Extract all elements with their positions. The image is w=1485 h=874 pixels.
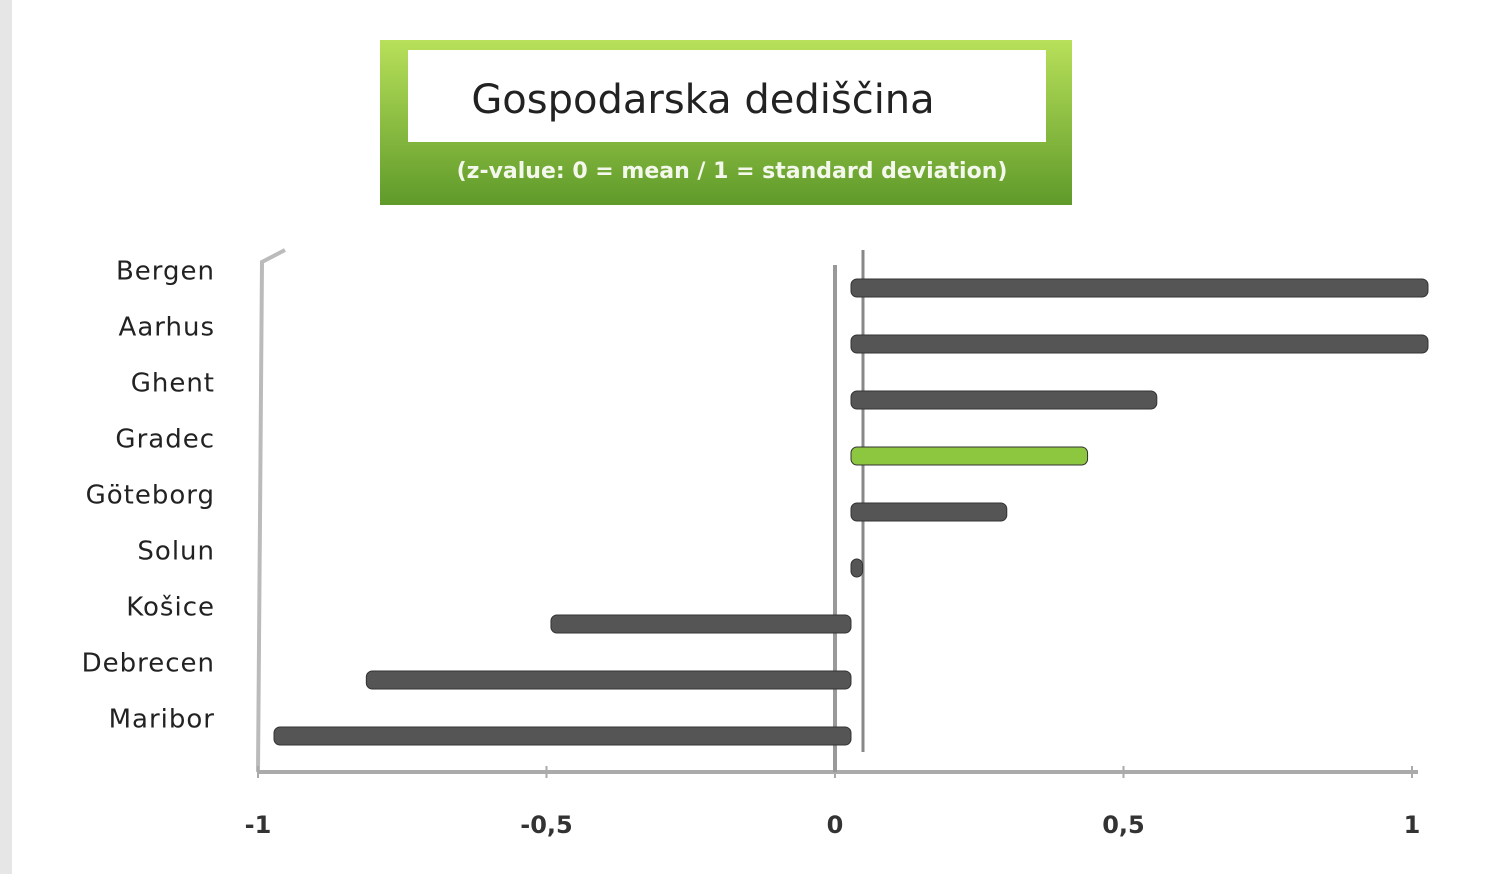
plot-wall bbox=[256, 248, 286, 773]
y-tick-label: Göteborg bbox=[86, 481, 215, 511]
y-tick-label: Maribor bbox=[109, 705, 215, 735]
x-tick-label: 0,5 bbox=[1102, 811, 1145, 839]
y-tick-label: Košice bbox=[126, 593, 215, 623]
y-tick-label: Gradec bbox=[115, 425, 215, 455]
y-tick-label: Bergen bbox=[116, 257, 215, 287]
bar bbox=[850, 502, 1008, 522]
x-tick-label: 1 bbox=[1404, 811, 1421, 839]
side-strip bbox=[0, 0, 12, 874]
bar bbox=[850, 446, 1089, 466]
bar bbox=[850, 558, 864, 578]
x-tick-label: 0 bbox=[827, 811, 844, 839]
bar bbox=[850, 334, 1429, 354]
chart-subtitle: (z-value: 0 = mean / 1 = standard deviat… bbox=[457, 159, 1008, 184]
bar bbox=[550, 614, 852, 634]
x-tick-label: -1 bbox=[245, 811, 272, 839]
y-tick-label: Solun bbox=[137, 537, 215, 567]
y-tick-label: Aarhus bbox=[119, 313, 215, 343]
bar bbox=[850, 278, 1429, 298]
y-tick-label: Debrecen bbox=[82, 649, 215, 679]
bar bbox=[365, 670, 852, 690]
x-tick-label: -0,5 bbox=[520, 811, 572, 839]
bar bbox=[850, 390, 1158, 410]
title-inner bbox=[408, 50, 1046, 142]
chart-title: Gospodarska dediščina bbox=[471, 77, 934, 123]
bar bbox=[273, 726, 852, 746]
y-tick-label: Ghent bbox=[131, 369, 215, 399]
